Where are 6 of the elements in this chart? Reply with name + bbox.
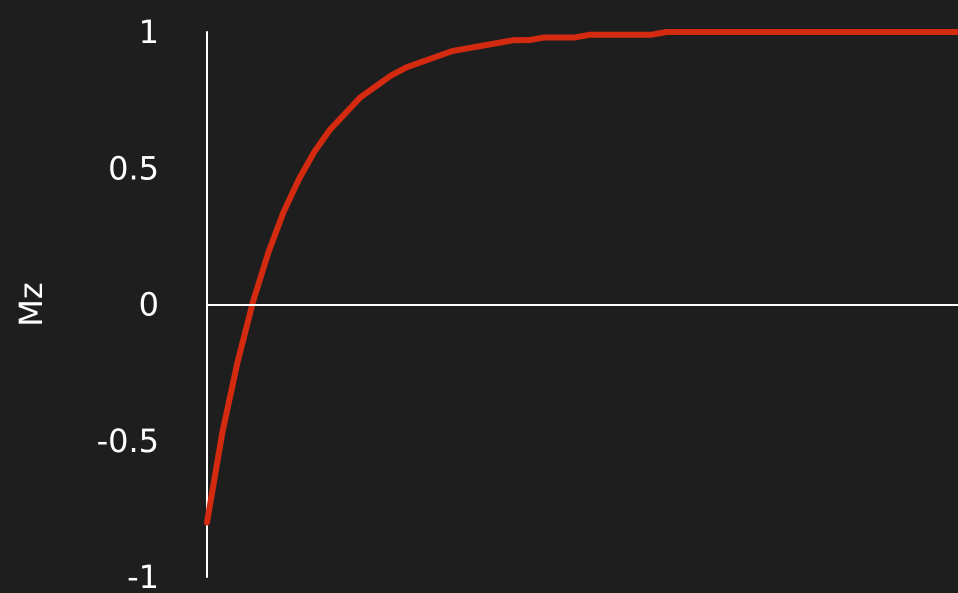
- y-tick-label: 1: [138, 13, 159, 51]
- y-tick-label: -0.5: [96, 422, 159, 460]
- y-tick-label: 0.5: [108, 149, 159, 188]
- y-tick-label: 0: [138, 286, 159, 324]
- y-axis-title: Mz: [12, 282, 50, 327]
- y-tick-label: -1: [127, 558, 159, 593]
